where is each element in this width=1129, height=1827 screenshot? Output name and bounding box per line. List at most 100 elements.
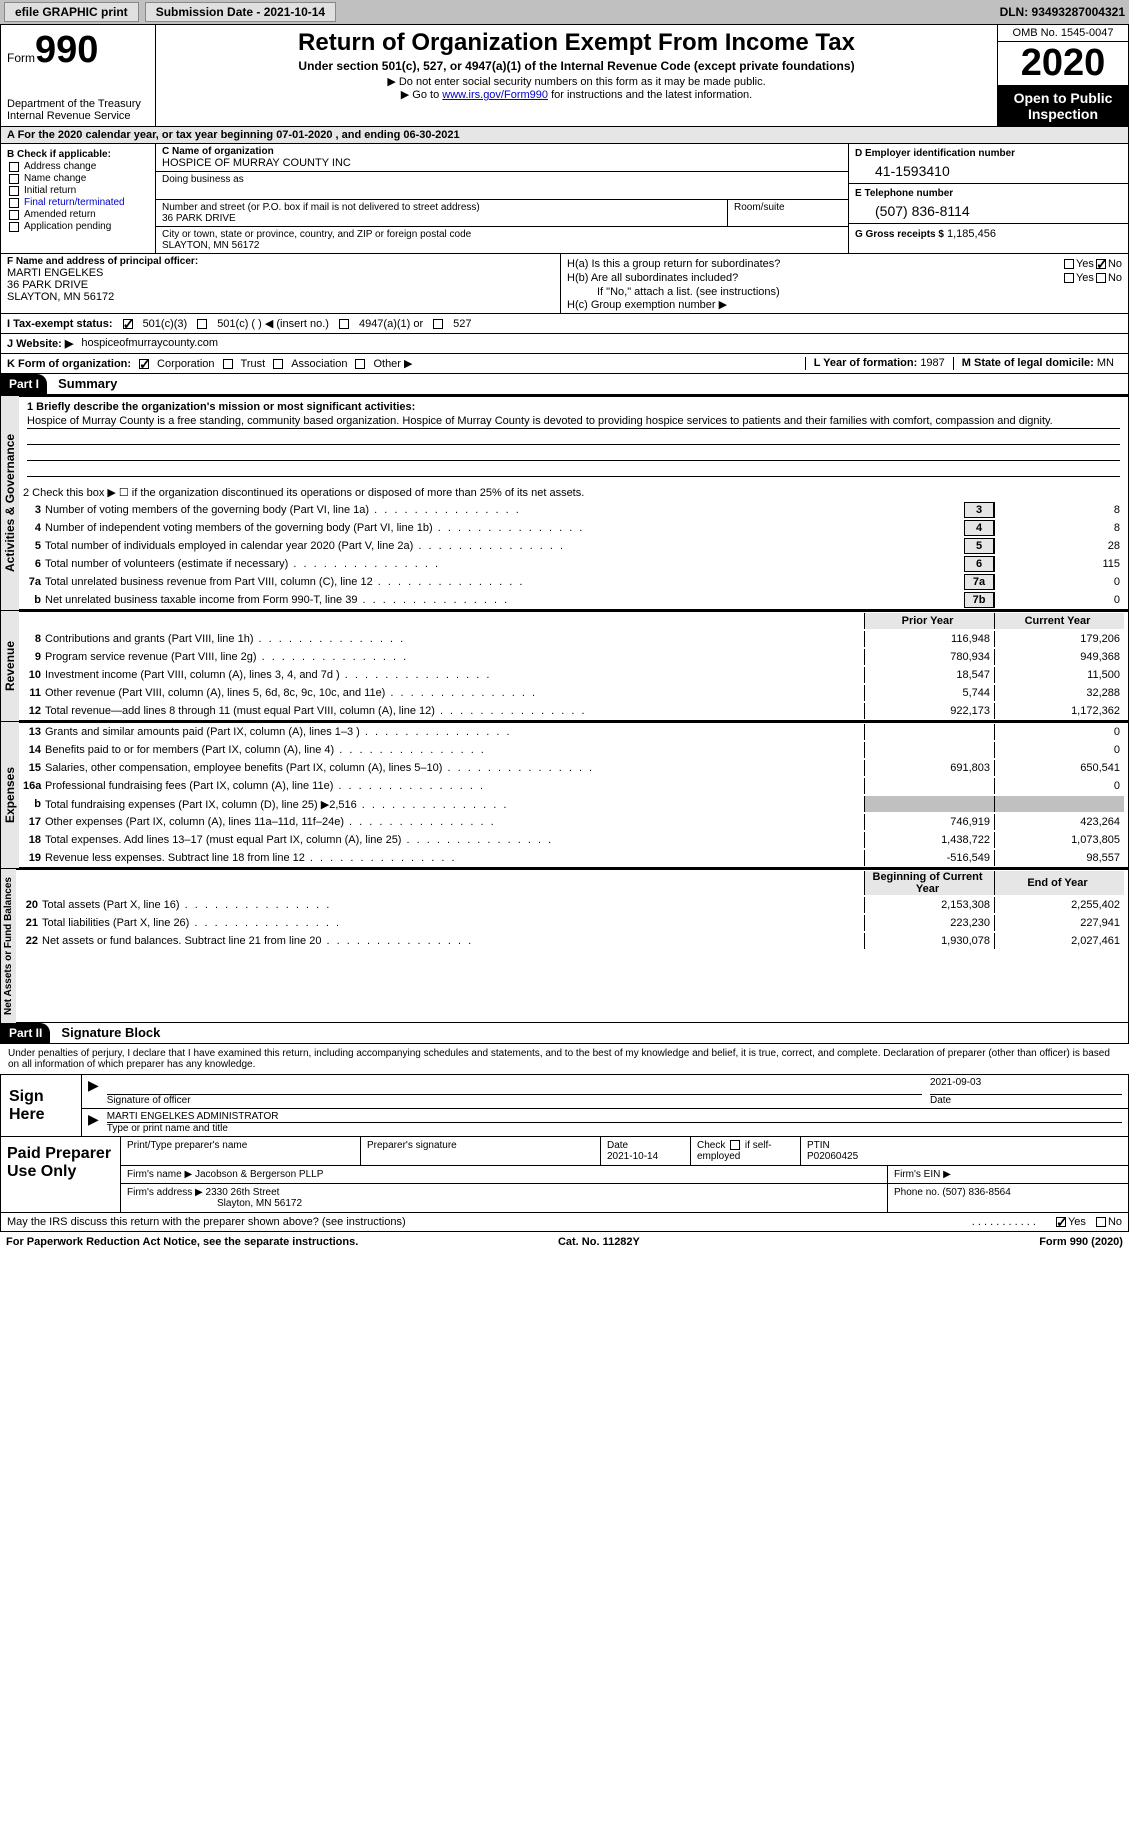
year-formation: 1987	[920, 357, 944, 369]
k-corp[interactable]	[139, 359, 149, 369]
sign-here-label: Sign Here	[1, 1075, 81, 1136]
col-b-checkboxes: B Check if applicable: Address change Na…	[1, 144, 156, 253]
line-6: 6Total number of volunteers (estimate if…	[19, 555, 1128, 573]
k-other[interactable]	[355, 359, 365, 369]
tax-year: 2020	[998, 42, 1128, 86]
vert-netassets: Net Assets or Fund Balances	[0, 869, 16, 1023]
checkbox-name-change[interactable]	[9, 174, 19, 184]
row-a-tax-year: A For the 2020 calendar year, or tax yea…	[0, 127, 1129, 144]
g-gross-label: G Gross receipts $	[855, 229, 944, 240]
line-21: 21Total liabilities (Part X, line 26)223…	[16, 914, 1128, 932]
signature-declaration: Under penalties of perjury, I declare th…	[0, 1044, 1129, 1074]
hb-yes[interactable]	[1064, 273, 1074, 283]
hb-label: H(b) Are all subordinates included?	[567, 272, 1062, 284]
form-note-2: ▶ Go to www.irs.gov/Form990 for instruct…	[164, 88, 989, 101]
line-5: 5Total number of individuals employed in…	[19, 537, 1128, 555]
line-10: 10Investment income (Part VIII, column (…	[19, 666, 1128, 684]
firm-addr2: Slayton, MN 56172	[127, 1198, 302, 1209]
firm-name: Jacobson & Bergerson PLLP	[195, 1169, 323, 1180]
line-16a: 16aProfessional fundraising fees (Part I…	[19, 777, 1128, 795]
form-title: Return of Organization Exempt From Incom…	[164, 29, 989, 57]
topbar: efile GRAPHIC print Submission Date - 20…	[0, 0, 1129, 24]
vert-revenue: Revenue	[0, 611, 19, 721]
part-i-header: Part I	[1, 374, 47, 394]
k-trust[interactable]	[223, 359, 233, 369]
street-address: 36 PARK DRIVE	[162, 213, 721, 224]
checkbox-amended[interactable]	[9, 210, 19, 220]
city-state-zip: SLAYTON, MN 56172	[162, 240, 842, 251]
form-subtitle: Under section 501(c), 527, or 4947(a)(1)…	[164, 59, 989, 73]
ha-label: H(a) Is this a group return for subordin…	[567, 258, 1062, 270]
line-14: 14Benefits paid to or for members (Part …	[19, 741, 1128, 759]
i-501c[interactable]	[197, 319, 207, 329]
line-7a: 7aTotal unrelated business revenue from …	[19, 573, 1128, 591]
state-domicile: MN	[1097, 357, 1114, 369]
irs-link[interactable]: www.irs.gov/Form990	[442, 89, 548, 101]
ha-yes[interactable]	[1064, 259, 1074, 269]
section-b-through-h: B Check if applicable: Address change Na…	[0, 144, 1129, 254]
room-label: Room/suite	[728, 200, 848, 226]
k-assoc[interactable]	[273, 359, 283, 369]
g-gross-receipts: 1,185,456	[947, 228, 996, 240]
hb-note: If "No," attach a list. (see instruction…	[567, 286, 1122, 298]
checkbox-initial-return[interactable]	[9, 186, 19, 196]
f-officer-city: SLAYTON, MN 56172	[7, 291, 554, 303]
efile-button[interactable]: efile GRAPHIC print	[4, 2, 139, 22]
e-phone: (507) 836-8114	[855, 199, 1122, 219]
row-k-l-m: K Form of organization: Corporation Trus…	[0, 354, 1129, 374]
hc-label: H(c) Group exemption number ▶	[567, 298, 1122, 311]
vert-expenses: Expenses	[0, 722, 19, 868]
open-inspection: Open to Public Inspection	[998, 86, 1128, 126]
arrow-icon: ▶	[88, 1077, 99, 1106]
current-year-hdr: Current Year	[994, 613, 1124, 629]
b-label: B Check if applicable:	[7, 149, 149, 160]
firm-ein-label: Firm's EIN ▶	[888, 1166, 1128, 1183]
self-employed-checkbox[interactable]	[730, 1140, 740, 1150]
officer-sig-label: Signature of officer	[107, 1095, 922, 1106]
hb-no[interactable]	[1096, 273, 1106, 283]
dba-label: Doing business as	[162, 174, 842, 185]
department: Department of the Treasury Internal Reve…	[7, 98, 149, 122]
line-8: 8Contributions and grants (Part VIII, li…	[19, 630, 1128, 648]
submission-date: Submission Date - 2021-10-14	[145, 2, 336, 22]
ha-no[interactable]	[1096, 259, 1106, 269]
prior-year-hdr: Prior Year	[864, 613, 994, 629]
line-2: 2 Check this box ▶ ☐ if the organization…	[19, 483, 1128, 501]
checkbox-address-change[interactable]	[9, 162, 19, 172]
c-name-label: C Name of organization	[162, 146, 842, 157]
paid-preparer-label: Paid Preparer Use Only	[1, 1137, 121, 1212]
line-b: bNet unrelated business taxable income f…	[19, 591, 1128, 609]
mission-label: 1 Briefly describe the organization's mi…	[27, 401, 1120, 413]
part-ii-title: Signature Block	[53, 1022, 168, 1043]
checkbox-application-pending[interactable]	[9, 222, 19, 232]
officer-name-title: MARTI ENGELKES ADMINISTRATOR	[107, 1111, 1122, 1122]
website-url[interactable]: hospiceofmurraycounty.com	[81, 337, 218, 350]
i-527[interactable]	[433, 319, 443, 329]
begin-year-hdr: Beginning of Current Year	[864, 871, 994, 895]
form-number: Form990	[7, 29, 149, 72]
firm-addr1: 2330 26th Street	[206, 1187, 280, 1198]
f-officer-street: 36 PARK DRIVE	[7, 279, 554, 291]
part-ii-header: Part II	[1, 1023, 50, 1043]
discuss-yes[interactable]	[1056, 1217, 1066, 1227]
arrow-icon: ▶	[88, 1111, 99, 1134]
preparer-sig-label: Preparer's signature	[361, 1137, 601, 1165]
part-i-title: Summary	[50, 373, 125, 394]
row-i-tax-exempt: I Tax-exempt status: 501(c)(3) 501(c) ( …	[0, 314, 1129, 334]
mission-text: Hospice of Murray County is a free stand…	[27, 415, 1120, 429]
checkbox-final-return[interactable]	[9, 198, 19, 208]
end-year-hdr: End of Year	[994, 871, 1124, 895]
line-9: 9Program service revenue (Part VIII, lin…	[19, 648, 1128, 666]
form-ref: Form 990 (2020)	[1039, 1236, 1123, 1248]
line-19: 19Revenue less expenses. Subtract line 1…	[19, 849, 1128, 867]
f-officer-label: F Name and address of principal officer:	[7, 256, 554, 267]
i-4947[interactable]	[339, 319, 349, 329]
vert-activities: Activities & Governance	[0, 396, 19, 610]
discuss-no[interactable]	[1096, 1217, 1106, 1227]
org-name: HOSPICE OF MURRAY COUNTY INC	[162, 157, 842, 169]
i-501c3[interactable]	[123, 319, 133, 329]
street-label: Number and street (or P.O. box if mail i…	[162, 202, 721, 213]
date-label: Date	[930, 1095, 1122, 1106]
line-3: 3Number of voting members of the governi…	[19, 501, 1128, 519]
preparer-name-label: Print/Type preparer's name	[121, 1137, 361, 1165]
